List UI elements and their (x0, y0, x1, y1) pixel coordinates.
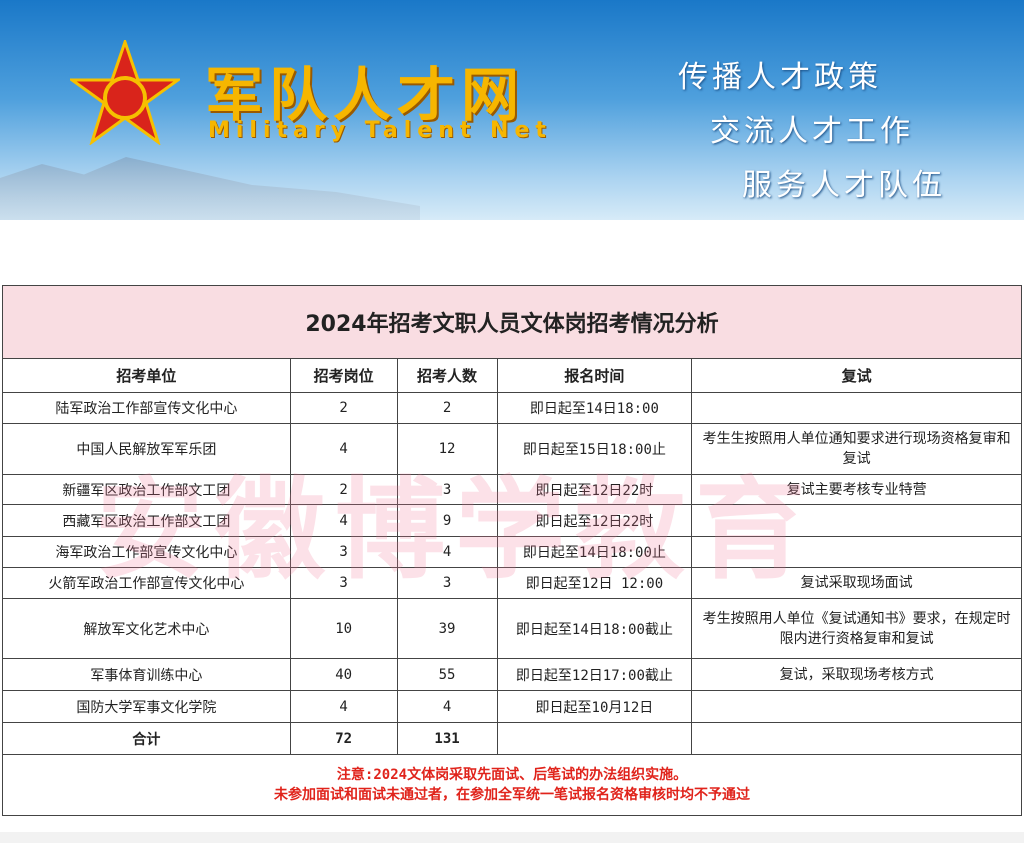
cell-retest: 复试主要考核专业特营 (691, 474, 1022, 505)
cell-unit: 海军政治工作部宣传文化中心 (2, 536, 291, 568)
header-registration-time: 报名时间 (496, 358, 693, 393)
cell-positions: 10 (289, 598, 398, 659)
cell-registration-time: 即日起至14日18:00截止 (496, 598, 693, 659)
table-row: 陆军政治工作部宣传文化中心 2 2 即日起至14日18:00 (2, 392, 1022, 424)
table-title: 2024年招考文职人员文体岗招考情况分析 (2, 285, 1022, 359)
cell-positions: 3 (289, 567, 398, 599)
cell-retest: 考生生按照用人单位通知要求进行现场资格复审和复试 (691, 423, 1022, 475)
header-retest: 复试 (691, 358, 1022, 393)
cell-registration-time: 即日起至14日18:00 (496, 392, 693, 424)
total-retest (691, 722, 1022, 755)
cell-retest (691, 536, 1022, 568)
cell-registration-time: 即日起至12日17:00截止 (496, 658, 693, 691)
cell-count: 3 (396, 567, 498, 599)
cell-unit: 西藏军区政治工作部文工团 (2, 504, 291, 537)
cell-unit: 国防大学军事文化学院 (2, 690, 291, 723)
cell-retest: 考生按照用人单位《复试通知书》要求，在规定时限内进行资格复审和复试 (691, 598, 1022, 659)
cell-positions: 3 (289, 536, 398, 568)
cell-registration-time: 即日起至12日22时 (496, 504, 693, 537)
table-row: 解放军文化艺术中心 10 39 即日起至14日18:00截止 考生按照用人单位《复试通知… (2, 598, 1022, 659)
great-wall-image (0, 157, 420, 220)
cell-unit: 解放军文化艺术中心 (2, 598, 291, 659)
cell-positions: 4 (289, 690, 398, 723)
note: 注意:2024文体岗采取先面试、后笔试的办法组织实施。 未参加面试和面试未通过者… (2, 754, 1022, 816)
cell-positions: 4 (289, 504, 398, 537)
cell-count: 12 (396, 423, 498, 475)
cell-count: 2 (396, 392, 498, 424)
note-line-2: 未参加面试和面试未通过者，在参加全军统一笔试报名资格审核时均不予通过 (274, 787, 750, 803)
logo-subtitle: Military Talent Net (208, 118, 552, 143)
table-row: 新疆军区政治工作部文工团 2 3 即日起至12日22时 复试主要考核专业特营 (2, 474, 1022, 505)
page-bottom-strip (0, 832, 1024, 843)
cell-positions: 4 (289, 423, 398, 475)
header-unit: 招考单位 (2, 358, 291, 393)
cell-positions: 2 (289, 474, 398, 505)
cell-registration-time: 即日起至14日18:00止 (496, 536, 693, 568)
total-label: 合计 (2, 722, 291, 755)
total-positions: 72 (289, 722, 398, 755)
cell-count: 55 (396, 658, 498, 691)
cell-retest (691, 392, 1022, 424)
cell-unit: 火箭军政治工作部宣传文化中心 (2, 567, 291, 599)
cell-positions: 40 (289, 658, 398, 691)
recruitment-table: 2024年招考文职人员文体岗招考情况分析 招考单位 招考岗位 招考人数 报名时间… (2, 285, 1022, 816)
cell-retest (691, 504, 1022, 537)
table-row: 军事体育训练中心 40 55 即日起至12日17:00截止 复试，采取现场考核方式 (2, 658, 1022, 691)
slogan-3: 服务人才队伍 (742, 168, 946, 203)
total-row: 合计 72 131 (2, 722, 1022, 755)
cell-registration-time: 即日起至15日18:00止 (496, 423, 693, 475)
cell-unit: 中国人民解放军军乐团 (2, 423, 291, 475)
site-banner: 军队人才网 Military Talent Net 传播人才政策 交流人才工作 … (0, 0, 1024, 220)
cell-count: 39 (396, 598, 498, 659)
total-count: 131 (396, 722, 498, 755)
cell-unit: 陆军政治工作部宣传文化中心 (2, 392, 291, 424)
cell-count: 9 (396, 504, 498, 537)
slogan-2: 交流人才工作 (710, 114, 914, 149)
table-header-row: 招考单位 招考岗位 招考人数 报名时间 复试 (2, 358, 1022, 393)
slogan-1: 传播人才政策 (678, 60, 882, 95)
logo-title: 军队人才网 (205, 61, 526, 129)
cell-positions: 2 (289, 392, 398, 424)
cell-count: 4 (396, 536, 498, 568)
note-line-1: 注意:2024文体岗采取先面试、后笔试的办法组织实施。 (336, 767, 688, 783)
cell-count: 3 (396, 474, 498, 505)
header-positions: 招考岗位 (289, 358, 398, 393)
table-row: 海军政治工作部宣传文化中心 3 4 即日起至14日18:00止 (2, 536, 1022, 568)
cell-unit: 新疆军区政治工作部文工团 (2, 474, 291, 505)
cell-retest: 复试采取现场面试 (691, 567, 1022, 599)
cell-retest (691, 690, 1022, 723)
header-count: 招考人数 (396, 358, 498, 393)
cell-unit: 军事体育训练中心 (2, 658, 291, 691)
table-row: 中国人民解放军军乐团 4 12 即日起至15日18:00止 考生生按照用人单位通知要求进… (2, 423, 1022, 475)
cell-registration-time: 即日起至10月12日 (496, 690, 693, 723)
table-row: 火箭军政治工作部宣传文化中心 3 3 即日起至12日 12:00 复试采取现场面试 (2, 567, 1022, 599)
cell-registration-time: 即日起至12日 12:00 (496, 567, 693, 599)
table-row: 西藏军区政治工作部文工团 4 9 即日起至12日22时 (2, 504, 1022, 537)
total-time (496, 722, 693, 755)
cell-count: 4 (396, 690, 498, 723)
cell-retest: 复试，采取现场考核方式 (691, 658, 1022, 691)
table-row: 国防大学军事文化学院 4 4 即日起至10月12日 (2, 690, 1022, 723)
cell-registration-time: 即日起至12日22时 (496, 474, 693, 505)
army-star-logo-icon (70, 40, 180, 145)
